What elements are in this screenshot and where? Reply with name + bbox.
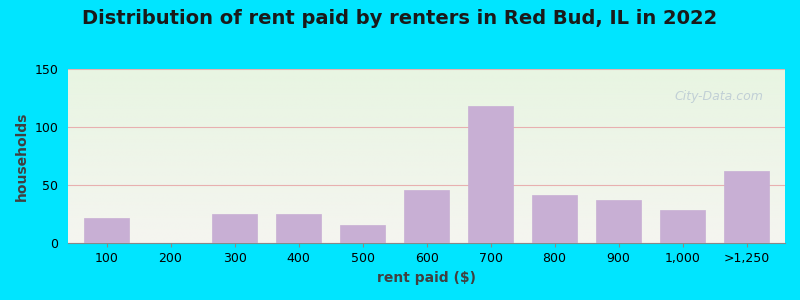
Bar — [532, 195, 577, 243]
Bar — [660, 210, 705, 243]
Bar — [596, 200, 641, 243]
Bar — [468, 106, 513, 243]
Text: City-Data.com: City-Data.com — [674, 90, 763, 103]
Bar — [340, 225, 385, 243]
Bar — [404, 190, 449, 243]
Text: Distribution of rent paid by renters in Red Bud, IL in 2022: Distribution of rent paid by renters in … — [82, 9, 718, 28]
Bar — [276, 214, 321, 243]
X-axis label: rent paid ($): rent paid ($) — [377, 271, 476, 285]
Y-axis label: households: households — [15, 112, 29, 201]
Bar — [84, 218, 129, 243]
Bar — [212, 214, 257, 243]
Bar — [724, 171, 769, 243]
